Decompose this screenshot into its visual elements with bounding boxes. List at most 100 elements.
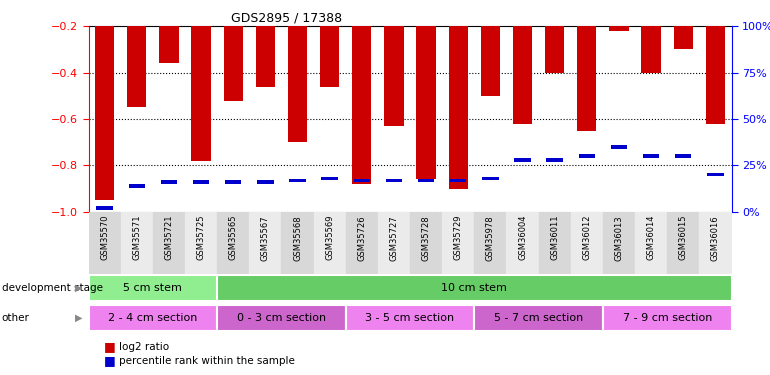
Bar	[609, 0, 628, 31]
Text: GSM35725: GSM35725	[196, 215, 206, 261]
Bar	[675, 154, 691, 158]
Bar	[643, 154, 659, 158]
Text: ▶: ▶	[75, 313, 83, 323]
Bar	[667, 212, 699, 274]
Text: GSM35727: GSM35727	[390, 215, 398, 261]
Bar	[313, 212, 346, 274]
Text: GSM35728: GSM35728	[422, 215, 430, 261]
Text: GSM35569: GSM35569	[325, 215, 334, 261]
Text: ■: ■	[104, 340, 115, 353]
Bar	[159, 0, 179, 63]
Bar	[442, 212, 474, 274]
Text: other: other	[2, 313, 29, 323]
Bar	[152, 212, 185, 274]
Bar	[450, 178, 467, 182]
Text: ▶: ▶	[75, 283, 83, 293]
Text: GSM36015: GSM36015	[679, 215, 688, 261]
Text: 5 cm stem: 5 cm stem	[123, 284, 182, 293]
Bar	[257, 180, 273, 184]
Bar	[288, 0, 307, 142]
Bar	[129, 184, 145, 188]
Bar	[417, 0, 436, 179]
Bar	[571, 212, 603, 274]
Text: 3 - 5 cm section: 3 - 5 cm section	[366, 314, 454, 323]
Bar	[192, 0, 211, 161]
Bar	[674, 0, 693, 50]
Bar	[321, 177, 338, 180]
Bar	[514, 158, 531, 162]
Bar	[378, 212, 410, 274]
Bar	[256, 0, 275, 87]
Bar	[352, 0, 371, 184]
Text: GSM36013: GSM36013	[614, 215, 624, 261]
Bar	[192, 180, 209, 184]
Bar	[547, 158, 563, 162]
Bar	[641, 0, 661, 73]
Bar	[346, 212, 378, 274]
Bar	[95, 0, 114, 200]
Text: log2 ratio: log2 ratio	[119, 342, 169, 352]
Bar	[480, 0, 500, 96]
Bar	[217, 305, 346, 332]
Text: GSM36012: GSM36012	[582, 215, 591, 261]
Bar	[161, 180, 177, 184]
Bar	[353, 178, 370, 182]
Bar	[96, 206, 113, 210]
Bar	[603, 212, 635, 274]
Bar	[611, 145, 628, 148]
Text: GSM35978: GSM35978	[486, 215, 495, 261]
Text: GSM35568: GSM35568	[293, 215, 302, 261]
Bar	[699, 212, 731, 274]
Bar	[418, 178, 434, 182]
Bar	[410, 212, 442, 274]
Bar	[635, 212, 667, 274]
Bar	[474, 305, 603, 332]
Bar	[545, 0, 564, 73]
Text: GSM36011: GSM36011	[551, 215, 559, 261]
Bar	[121, 212, 152, 274]
Text: GSM35729: GSM35729	[454, 215, 463, 261]
Bar	[482, 177, 499, 180]
Bar	[449, 0, 468, 189]
Bar	[290, 178, 306, 182]
Bar	[578, 0, 597, 130]
Bar	[225, 180, 242, 184]
Bar	[513, 0, 532, 124]
Bar	[223, 0, 243, 100]
Text: 10 cm stem: 10 cm stem	[441, 284, 507, 293]
Text: 0 - 3 cm section: 0 - 3 cm section	[237, 314, 326, 323]
Bar	[217, 212, 249, 274]
Bar	[578, 154, 595, 158]
Text: GSM36014: GSM36014	[647, 215, 655, 261]
Bar	[507, 212, 539, 274]
Bar	[282, 212, 313, 274]
Text: GSM35726: GSM35726	[357, 215, 367, 261]
Text: GSM35721: GSM35721	[165, 215, 173, 261]
Text: GSM35570: GSM35570	[100, 215, 109, 261]
Text: percentile rank within the sample: percentile rank within the sample	[119, 356, 295, 366]
Bar	[539, 212, 571, 274]
Bar	[707, 173, 724, 177]
Bar	[217, 275, 731, 302]
Bar	[249, 212, 282, 274]
Text: GSM35565: GSM35565	[229, 215, 238, 261]
Text: GDS2895 / 17388: GDS2895 / 17388	[231, 11, 342, 24]
Text: ■: ■	[104, 354, 115, 367]
Text: 2 - 4 cm section: 2 - 4 cm section	[108, 314, 198, 323]
Bar	[89, 275, 217, 302]
Text: GSM35567: GSM35567	[261, 215, 270, 261]
Text: 7 - 9 cm section: 7 - 9 cm section	[622, 314, 712, 323]
Text: development stage: development stage	[2, 283, 102, 293]
Text: 5 - 7 cm section: 5 - 7 cm section	[494, 314, 583, 323]
Bar	[127, 0, 146, 108]
Bar	[384, 0, 403, 126]
Bar	[89, 305, 217, 332]
Bar	[386, 178, 402, 182]
Bar	[89, 212, 121, 274]
Bar	[320, 0, 340, 87]
Bar	[603, 305, 731, 332]
Text: GSM35571: GSM35571	[132, 215, 141, 261]
Bar	[706, 0, 725, 124]
Text: GSM36004: GSM36004	[518, 215, 527, 261]
Bar	[346, 305, 474, 332]
